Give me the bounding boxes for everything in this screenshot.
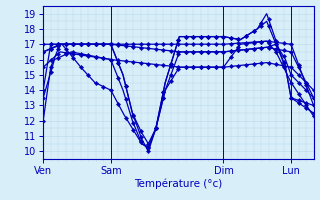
X-axis label: Température (°c): Température (°c) xyxy=(134,179,222,189)
